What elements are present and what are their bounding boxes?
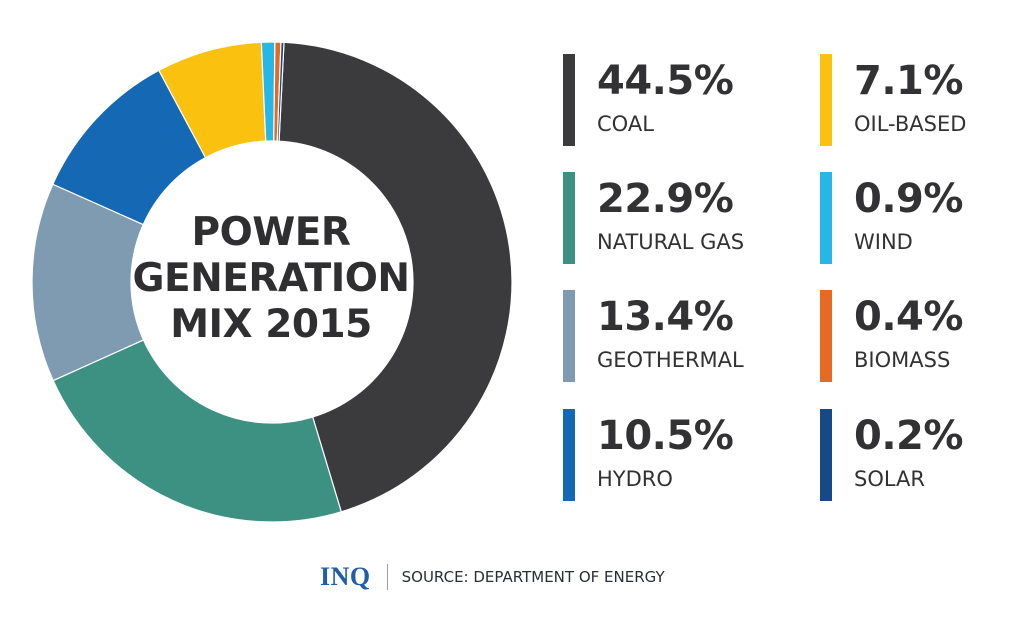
chart-title-line-3: MIX 2015: [170, 302, 372, 347]
legend-value: 44.5%: [597, 58, 734, 104]
legend-swatch: [820, 290, 832, 382]
legend-label: SOLAR: [854, 467, 925, 491]
legend-swatch: [563, 290, 575, 382]
legend-value: 0.9%: [854, 176, 963, 222]
legend-value: 7.1%: [854, 58, 963, 104]
chart-title-line-2: GENERATION: [132, 256, 410, 301]
legend-value: 0.4%: [854, 294, 963, 340]
legend-swatch: [563, 409, 575, 501]
slice-solar: [276, 41, 285, 142]
source-text: SOURCE: DEPARTMENT OF ENERGY: [401, 568, 665, 586]
legend-label: BIOMASS: [854, 348, 951, 372]
footer-divider: [386, 564, 388, 590]
legend-label: WIND: [854, 230, 913, 254]
footer: INQ SOURCE: DEPARTMENT OF ENERGY: [320, 562, 665, 592]
legend-swatch: [820, 54, 832, 146]
legend-swatch: [563, 172, 575, 264]
legend-label: GEOTHERMAL: [597, 348, 744, 372]
slice-coal: [278, 41, 513, 513]
legend-swatch: [820, 172, 832, 264]
legend-label: OIL-BASED: [854, 112, 967, 136]
legend-value: 10.5%: [597, 413, 734, 459]
slice-natural-gas: [52, 339, 343, 523]
legend-swatch: [820, 409, 832, 501]
inquirer-logo: INQ: [320, 562, 371, 591]
legend-swatch: [563, 54, 575, 146]
legend-label: HYDRO: [597, 467, 673, 491]
legend-value: 22.9%: [597, 176, 734, 222]
chart-title: POWER GENERATION MIX 2015: [130, 210, 412, 348]
legend-label: NATURAL GAS: [597, 230, 745, 254]
legend-label: COAL: [597, 112, 654, 136]
chart-title-line-1: POWER: [191, 210, 351, 255]
legend-value: 0.2%: [854, 413, 963, 459]
legend-value: 13.4%: [597, 294, 734, 340]
